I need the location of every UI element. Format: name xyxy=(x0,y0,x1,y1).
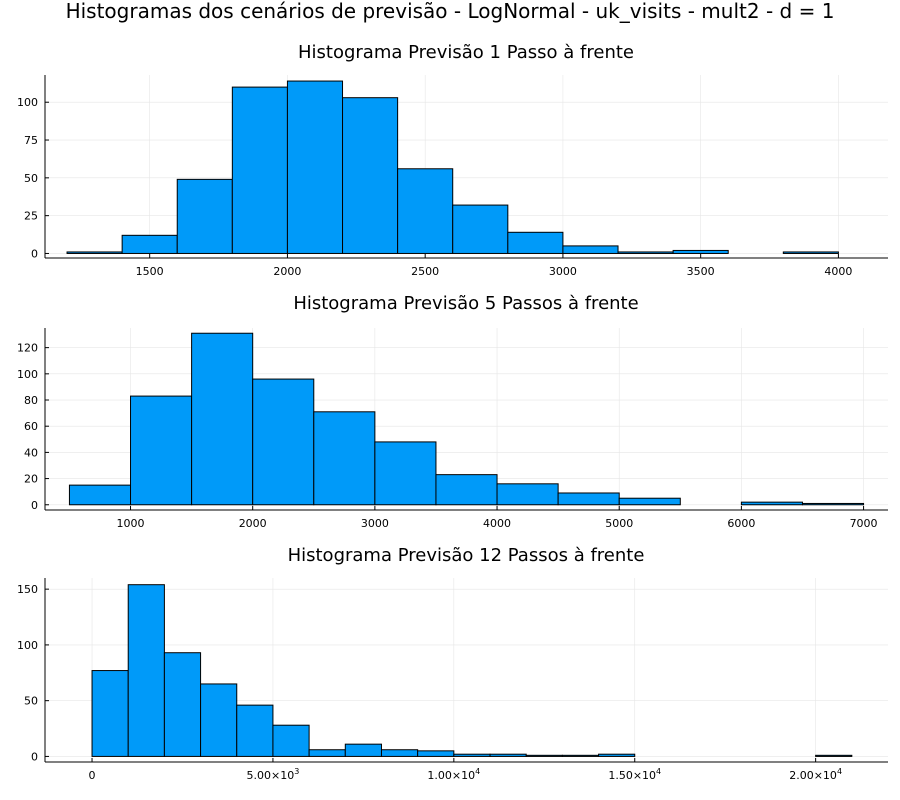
x-tick-label: 1.00×104 xyxy=(427,767,480,782)
x-tick-mantissa: 2.00×10 xyxy=(789,769,837,782)
histogram-bar xyxy=(127,584,165,757)
histogram-bar xyxy=(121,234,178,254)
y-tick-label: 120 xyxy=(17,342,38,355)
y-tick-label: 25 xyxy=(24,210,38,223)
histogram-bar xyxy=(397,168,454,254)
panel-title: Histograma Previsão 12 Passos à frente xyxy=(288,545,645,566)
panel-12-steps: Histograma Previsão 12 Passos à frente 0… xyxy=(17,545,888,782)
histogram-bar xyxy=(496,483,559,506)
panel-1-step: Histograma Previsão 1 Passo à frente 150… xyxy=(17,42,888,278)
x-tick-label: 1000 xyxy=(117,517,145,530)
x-tick-exponent: 4 xyxy=(656,767,661,776)
histogram-bar xyxy=(489,753,527,757)
histogram-bar xyxy=(66,251,123,254)
histogram-bar xyxy=(801,502,865,506)
x-tick-mantissa: 0 xyxy=(89,769,96,782)
histogram-bar xyxy=(782,251,839,254)
y-tick-label: 75 xyxy=(24,134,38,147)
histogram-bar xyxy=(308,749,346,757)
histogram-bar xyxy=(561,754,600,757)
figure-suptitle: Histogramas dos cenários de previsão - L… xyxy=(66,0,835,23)
x-tick-label: 2.00×104 xyxy=(789,767,842,782)
histogram-bar xyxy=(342,97,399,254)
y-tick-label: 50 xyxy=(24,695,38,708)
histogram-bar xyxy=(272,724,310,757)
panel-title: Histograma Previsão 1 Passo à frente xyxy=(298,42,634,63)
histogram-bar xyxy=(417,750,455,757)
y-tick-label: 100 xyxy=(17,96,38,109)
x-tick-label: 2000 xyxy=(273,265,301,278)
x-tick-label: 2500 xyxy=(411,265,439,278)
histogram-bar xyxy=(557,492,620,506)
histogram-bar xyxy=(191,332,254,506)
y-tick-label: 0 xyxy=(31,499,38,512)
x-tick-label: 1500 xyxy=(136,265,164,278)
y-tick-label: 0 xyxy=(31,247,38,260)
x-tick-label: 3000 xyxy=(549,265,577,278)
histogram-bar xyxy=(815,754,853,757)
histogram-bar xyxy=(252,378,315,506)
y-tick-label: 100 xyxy=(17,639,38,652)
x-tick-exponent: 4 xyxy=(837,767,842,776)
panel-5-steps: Histograma Previsão 5 Passos à frente 10… xyxy=(17,293,888,530)
x-tick-label: 5.00×103 xyxy=(247,767,300,782)
histogram-bar xyxy=(286,80,344,254)
histogram-bar xyxy=(200,683,238,757)
x-tick-label: 1.50×104 xyxy=(608,767,661,782)
histogram-bar xyxy=(617,251,674,254)
x-tick-mantissa: 5.00×10 xyxy=(247,769,295,782)
x-tick-exponent: 4 xyxy=(475,767,480,776)
y-tick-label: 40 xyxy=(24,446,38,459)
histogram-bar xyxy=(452,204,509,254)
y-tick-label: 0 xyxy=(31,750,38,763)
histogram-bar xyxy=(740,501,803,506)
x-tick-mantissa: 1.00×10 xyxy=(427,769,475,782)
y-tick-label: 20 xyxy=(24,473,38,486)
x-tick-label: 0 xyxy=(89,769,96,782)
histogram-bar xyxy=(236,704,274,757)
x-tick-label: 4000 xyxy=(483,517,511,530)
histogram-bar xyxy=(672,249,729,254)
x-tick-label: 2000 xyxy=(239,517,267,530)
x-tick-mantissa: 1.50×10 xyxy=(608,769,656,782)
y-tick-label: 50 xyxy=(24,172,38,185)
y-tick-label: 60 xyxy=(24,420,38,433)
x-tick-label: 5000 xyxy=(605,517,633,530)
histogram-bar xyxy=(525,754,563,757)
histogram-bar xyxy=(507,231,564,254)
panel-title: Histograma Previsão 5 Passos à frente xyxy=(293,293,638,314)
histogram-bar xyxy=(562,245,619,254)
x-tick-exponent: 3 xyxy=(294,767,299,776)
histogram-bar xyxy=(380,749,419,757)
histogram-bar xyxy=(91,670,129,757)
x-tick-label: 3000 xyxy=(361,517,389,530)
histogram-bar xyxy=(435,474,498,506)
x-tick-label: 3500 xyxy=(687,265,715,278)
histogram-bar xyxy=(130,395,193,506)
histogram-bar xyxy=(618,497,681,506)
histogram-bar xyxy=(453,753,491,757)
histogram-bar xyxy=(231,86,288,254)
x-tick-label: 6000 xyxy=(727,517,755,530)
y-tick-label: 80 xyxy=(24,394,38,407)
y-tick-label: 100 xyxy=(17,368,38,381)
histogram-bar xyxy=(374,441,437,506)
histogram-bar xyxy=(344,743,382,757)
histogram-bar xyxy=(313,411,376,506)
histogram-bar xyxy=(176,178,233,254)
histogram-bar xyxy=(598,753,636,757)
y-tick-label: 150 xyxy=(17,583,38,596)
histogram-bar xyxy=(68,484,132,506)
histogram-bar xyxy=(163,652,202,757)
x-tick-label: 4000 xyxy=(824,265,852,278)
x-tick-label: 7000 xyxy=(850,517,878,530)
